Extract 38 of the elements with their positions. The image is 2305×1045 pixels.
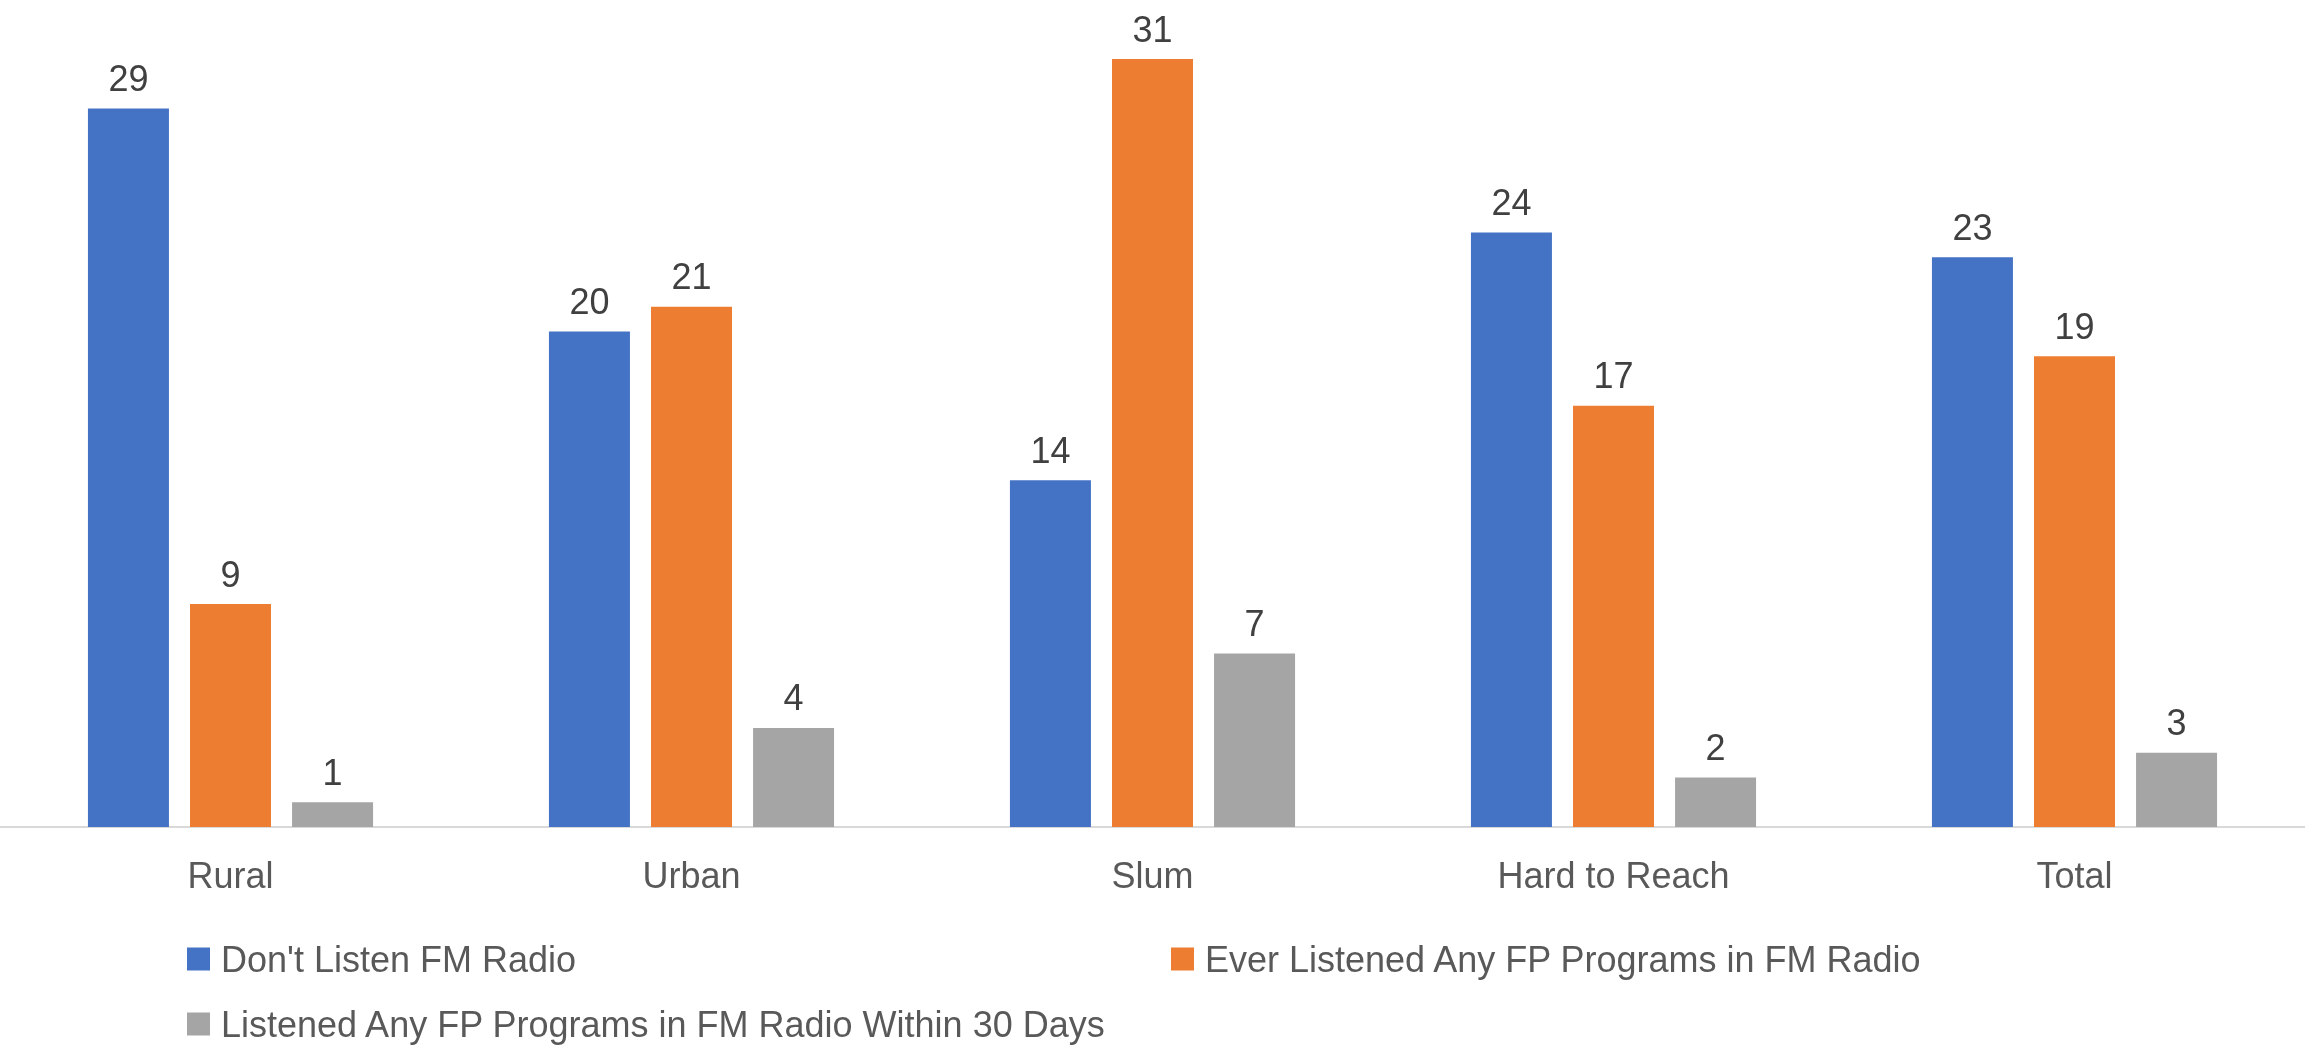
data-label: 2 <box>1705 726 1726 768</box>
bar <box>292 802 374 827</box>
bar <box>87 108 169 827</box>
bar <box>1214 653 1296 827</box>
x-tick-label: Rural <box>187 854 274 896</box>
data-label: 9 <box>220 553 241 595</box>
bar <box>1573 405 1654 827</box>
x-tick-label: Hard to Reach <box>1497 854 1730 896</box>
data-label: 19 <box>2054 305 2095 347</box>
data-label: 17 <box>1593 355 1634 397</box>
bar <box>753 727 835 827</box>
bar <box>190 604 271 827</box>
legend-label: Don't Listen FM Radio <box>221 938 577 980</box>
data-label: 4 <box>783 677 804 719</box>
data-label: 20 <box>569 281 610 323</box>
x-tick-label: Urban <box>642 854 741 896</box>
bar <box>1470 232 1552 827</box>
legend-label: Ever Listened Any FP Programs in FM Radio <box>1205 938 1921 980</box>
data-label: 29 <box>108 58 149 100</box>
bar <box>1675 777 1757 827</box>
data-label: 14 <box>1030 429 1071 471</box>
bar <box>1112 59 1193 827</box>
data-label: 23 <box>1952 206 1993 248</box>
data-label: 21 <box>671 256 712 298</box>
bar <box>2136 752 2218 827</box>
data-label: 31 <box>1132 8 1173 50</box>
data-label: 24 <box>1491 181 1532 223</box>
bar <box>548 331 630 827</box>
data-label: 1 <box>322 751 343 793</box>
data-label: 3 <box>2166 702 2187 744</box>
data-label: 7 <box>1244 603 1265 645</box>
bar <box>1009 480 1091 827</box>
bar <box>651 306 732 827</box>
x-tick-label: Total <box>2036 854 2113 896</box>
bar <box>2034 356 2115 827</box>
legend-label: Listened Any FP Programs in FM Radio Within 30 Days <box>221 1003 1105 1045</box>
x-tick-label: Slum <box>1111 854 1194 896</box>
bar <box>1931 257 2013 827</box>
